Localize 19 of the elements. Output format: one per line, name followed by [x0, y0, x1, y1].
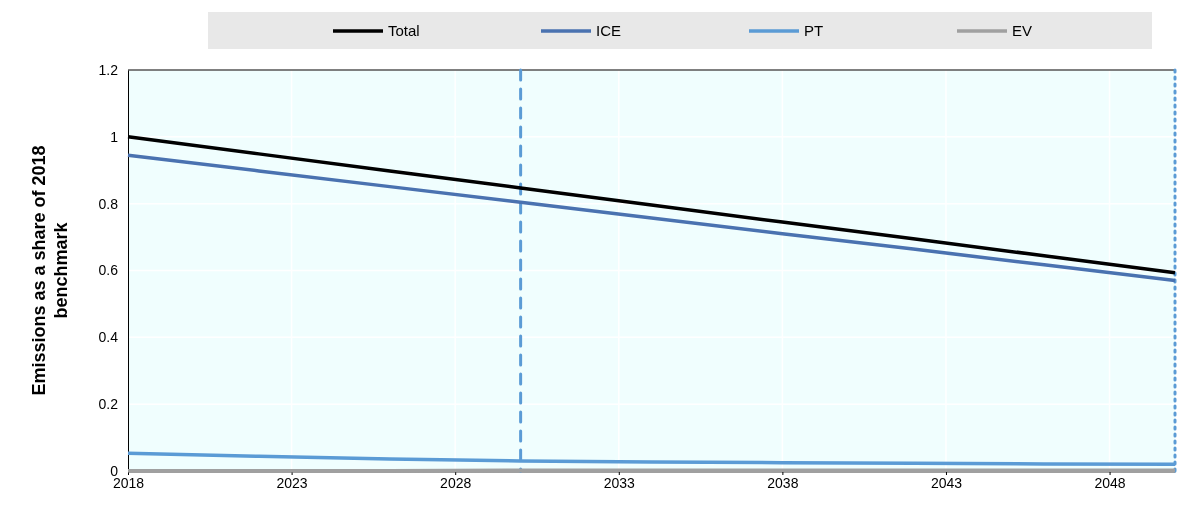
- y-tick-label: 0.8: [98, 195, 119, 212]
- y-tick-label: 1.2: [98, 61, 119, 78]
- y-tick-label: 1: [110, 128, 119, 145]
- x-tick-label: 2028: [440, 474, 472, 491]
- y-tick-label: 0.6: [98, 262, 119, 279]
- y-axis-title: Emissions as a share of 2018 benchmark: [29, 145, 71, 396]
- legend-label: Total: [388, 22, 420, 39]
- x-tick-label: 2023: [276, 474, 308, 491]
- line-series: [126, 153, 1177, 283]
- legend-label: EV: [1012, 22, 1033, 39]
- x-tick-label: 2038: [767, 474, 799, 491]
- y-tick-label: 0: [110, 462, 119, 479]
- y-tick-label: 0.4: [98, 329, 119, 346]
- x-tick-label: 2048: [1094, 474, 1126, 491]
- y-tick-label: 0.2: [98, 396, 119, 413]
- x-tick-label: 2043: [930, 474, 963, 491]
- x-tick-label: 2033: [603, 474, 636, 491]
- legend-label: ICE: [596, 22, 622, 39]
- legend-label: PT: [804, 22, 824, 39]
